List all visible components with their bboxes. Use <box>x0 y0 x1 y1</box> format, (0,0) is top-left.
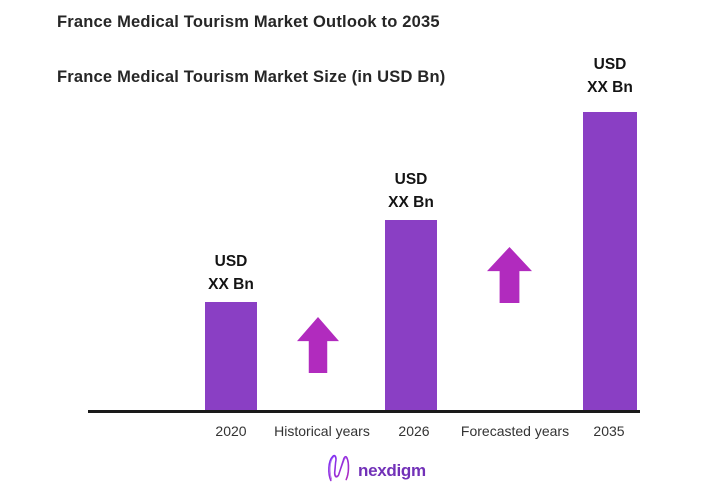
chart-subtitle: France Medical Tourism Market Size (in U… <box>57 68 446 86</box>
x-axis-line <box>88 410 640 413</box>
chart-title: France Medical Tourism Market Outlook to… <box>57 13 440 31</box>
bar-value-label-2026-line2: XX Bn <box>388 194 434 211</box>
bar-value-label-2020-line2: XX Bn <box>208 276 254 293</box>
x-axis-label-2020: 2020 <box>215 423 247 439</box>
bar-value-label-2035-line1: USD <box>593 56 627 73</box>
bar-value-label-2026-line1: USD <box>394 171 428 188</box>
bar-value-label-2020-line1: USD <box>214 253 248 270</box>
nexdigm-logo-icon <box>326 452 351 489</box>
brand-logo: nexdigm <box>326 452 426 489</box>
x-axis-label-2026: 2026 <box>398 423 430 439</box>
bar-value-label-2035: USD XX Bn <box>550 53 670 99</box>
bar-value-label-2026: USD XX Bn <box>351 168 471 214</box>
brand-logo-text: nexdigm <box>358 460 426 480</box>
x-axis-label-2035: 2035 <box>593 423 625 439</box>
bar-2035 <box>583 112 637 412</box>
growth-arrow-forecasted-icon <box>487 247 532 303</box>
bar-2026 <box>385 220 437 412</box>
bar-2020 <box>205 302 257 412</box>
bar-value-label-2035-line2: XX Bn <box>587 79 633 96</box>
x-axis-annotation-historical: Historical years <box>274 423 370 439</box>
growth-arrow-historical-icon <box>297 317 339 373</box>
x-axis-annotation-forecasted: Forecasted years <box>460 423 570 439</box>
bar-value-label-2020: USD XX Bn <box>171 250 291 296</box>
